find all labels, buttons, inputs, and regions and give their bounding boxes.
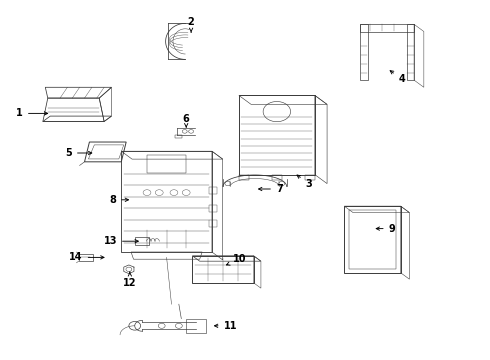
Text: 1: 1 <box>16 108 48 118</box>
Bar <box>239 175 248 180</box>
Bar <box>135 237 149 245</box>
Bar <box>210 220 217 227</box>
Bar <box>79 254 93 261</box>
Text: 3: 3 <box>297 175 312 189</box>
Bar <box>175 135 182 138</box>
Text: 8: 8 <box>109 195 128 205</box>
Text: 13: 13 <box>103 236 138 246</box>
Text: 11: 11 <box>215 321 237 331</box>
Text: 2: 2 <box>188 17 195 32</box>
Text: 6: 6 <box>183 114 190 127</box>
Bar <box>210 187 217 194</box>
Bar <box>210 205 217 212</box>
Text: 7: 7 <box>259 184 283 194</box>
Text: 12: 12 <box>123 272 137 288</box>
Bar <box>272 175 282 180</box>
Text: 10: 10 <box>226 254 247 265</box>
Bar <box>147 155 186 173</box>
Text: 9: 9 <box>376 224 395 234</box>
Text: 5: 5 <box>65 148 92 158</box>
Text: 4: 4 <box>390 71 405 84</box>
Bar <box>305 175 315 180</box>
Text: 14: 14 <box>69 252 104 262</box>
